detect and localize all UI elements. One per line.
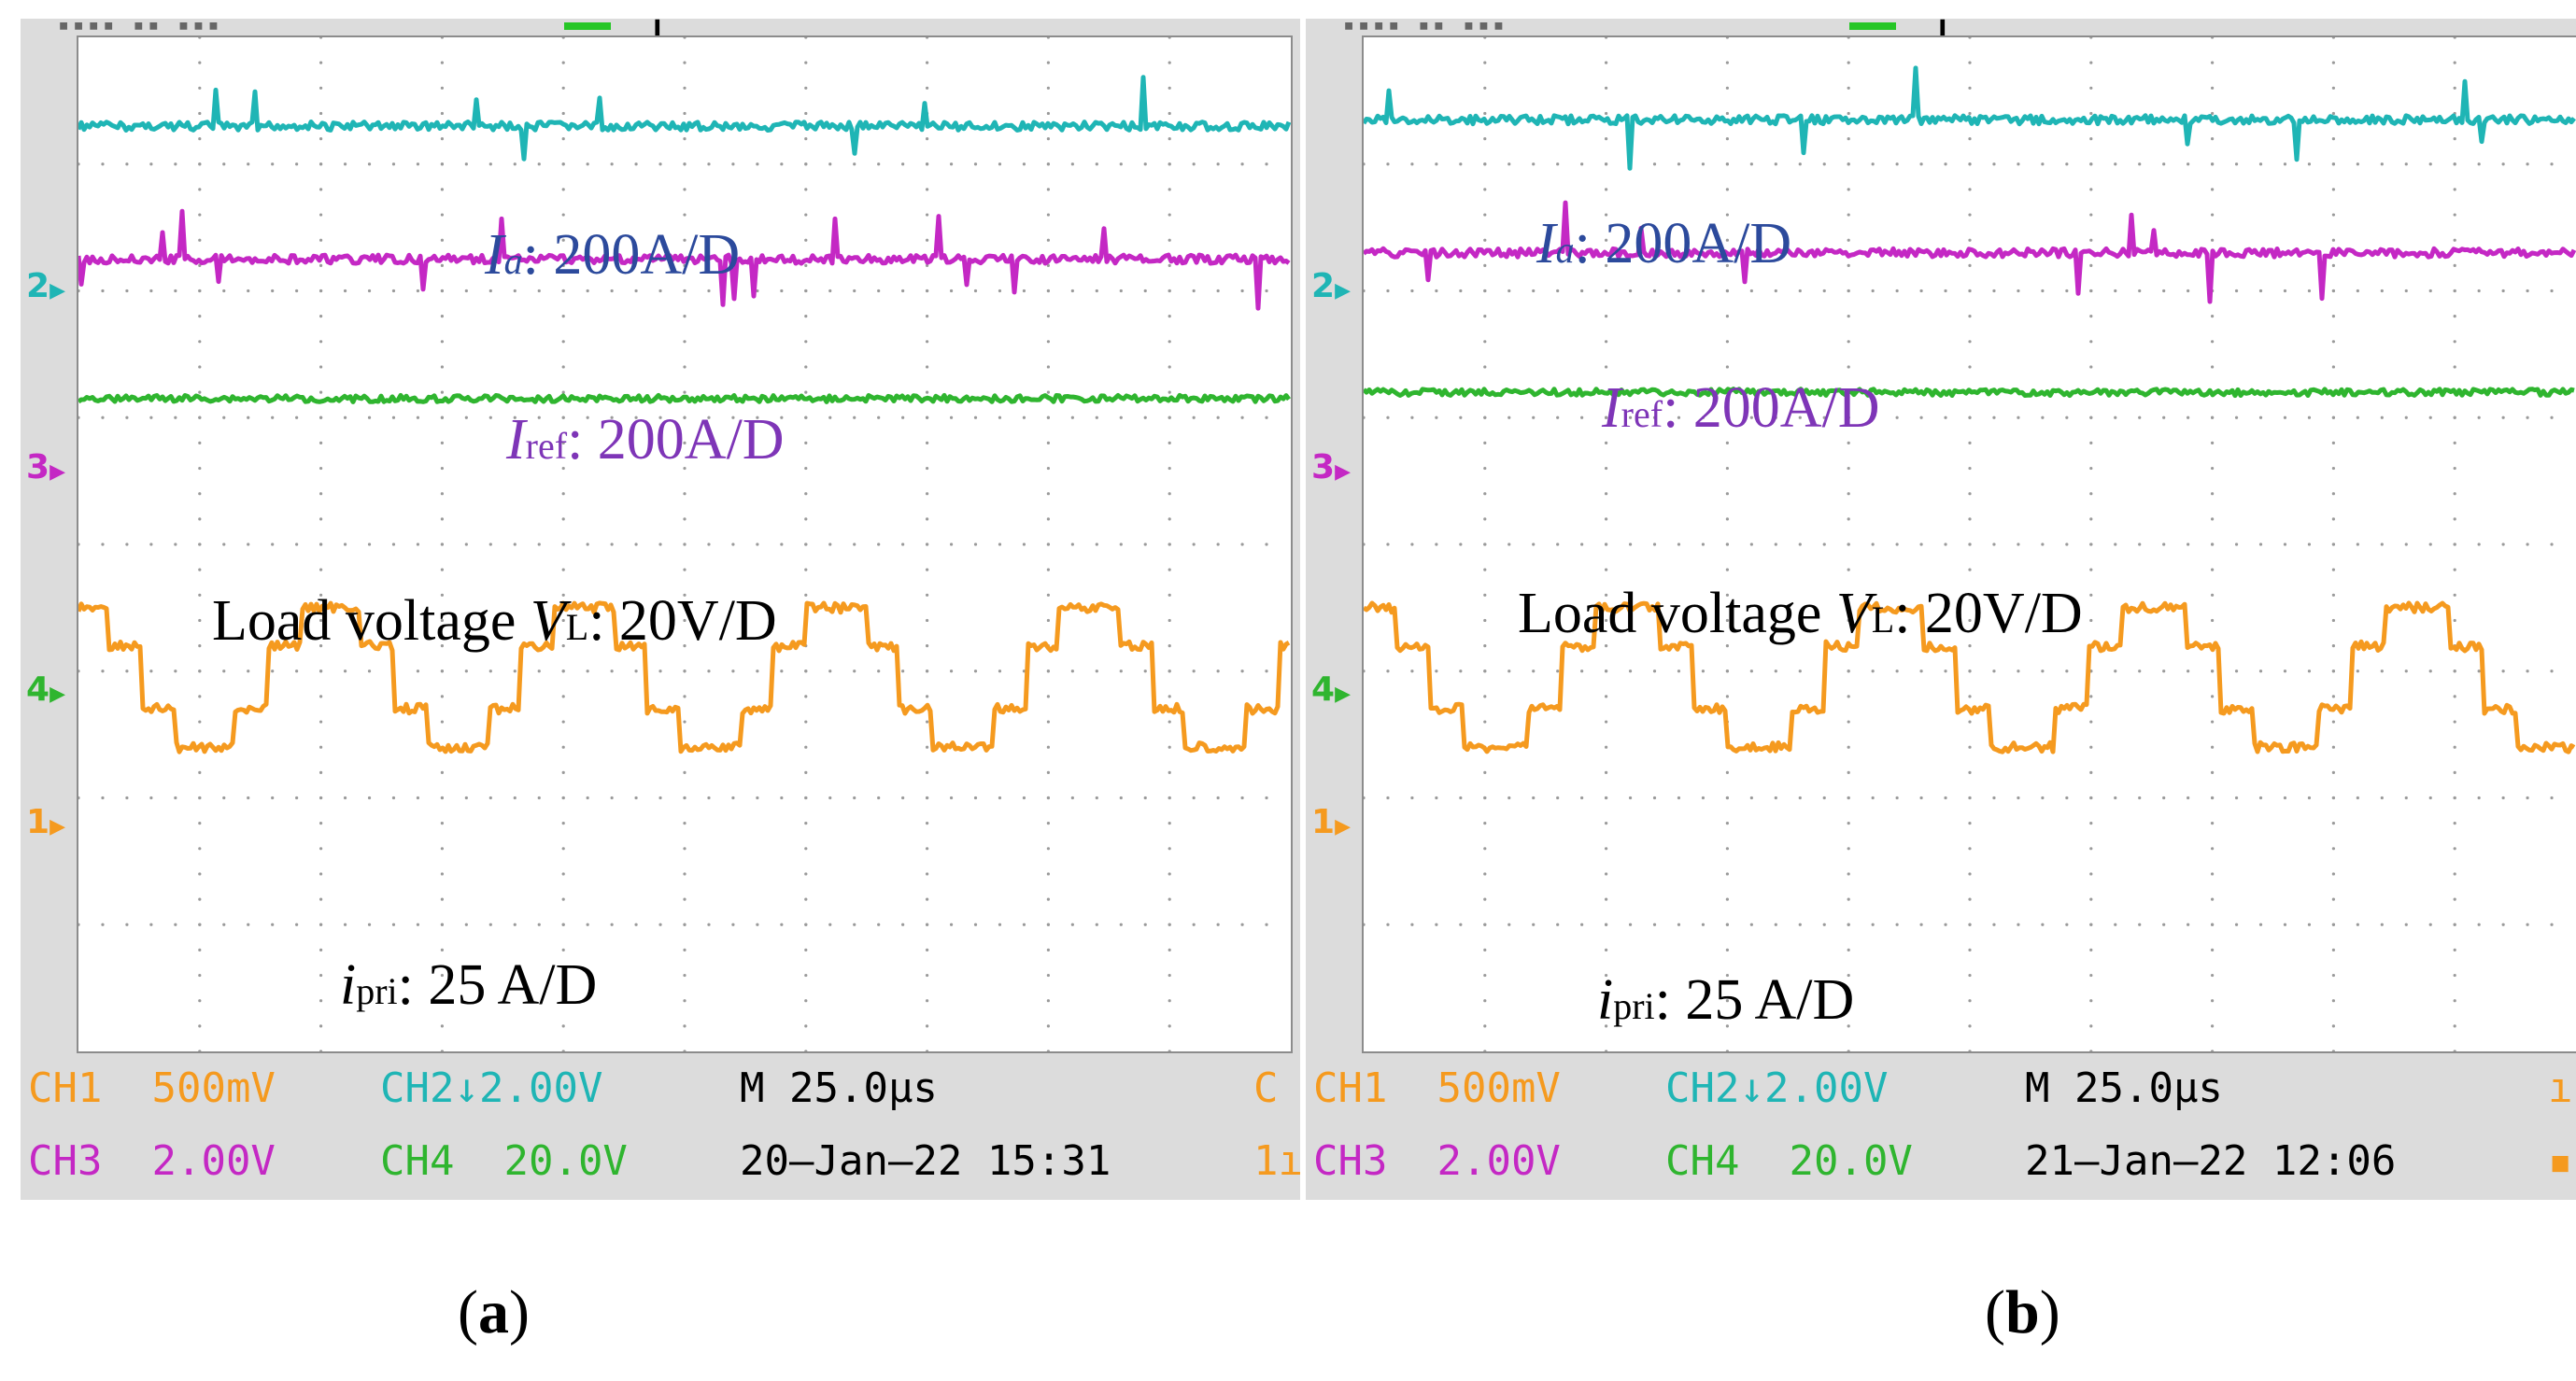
status-ch1: CH1 500mV: [28, 1064, 276, 1112]
top-status-dots: ▪▪▪▪ ▪▪ ▪▪▪: [1343, 13, 1508, 35]
trace-ch1: [78, 600, 1291, 754]
trace-ch4: [1364, 387, 2575, 399]
trace-ch2: [78, 75, 1291, 162]
graticule: [78, 37, 1268, 1051]
ch2-ground-marker: 2▶: [1311, 267, 1351, 305]
label-iref: Iref: 200A/D: [506, 408, 785, 472]
status-date: 20–Jan–22 15:31: [740, 1137, 1111, 1185]
label-iref: Iref: 200A/D: [1602, 376, 1880, 440]
label-ipri: ipri: 25 A/D: [340, 953, 598, 1017]
label-ipri: ipri: 25 A/D: [1597, 968, 1855, 1032]
status-ch2: CH2↓2.00V: [380, 1064, 603, 1112]
label-load-voltage: Load voltage VL: 20V/D: [212, 589, 777, 653]
top-green-indicator: [1849, 22, 1896, 30]
trace-ch1: [1364, 600, 2576, 754]
caption-a: (a): [458, 1278, 530, 1346]
ch4-ground-marker: 4▶: [1311, 670, 1351, 709]
label-ia: Ia: 200A/D: [1536, 212, 1792, 275]
status-ch2: CH2↓2.00V: [1665, 1064, 1889, 1112]
scope-graticule-a: Ia: 200A/D Iref: 200A/D Load voltage VL:…: [77, 35, 1293, 1053]
status-timebase: M 25.0µs: [2025, 1064, 2223, 1112]
status-edge-top: C: [1253, 1064, 1279, 1112]
trace-ch3: [1364, 200, 2576, 304]
scope-panel-b: ▪▪▪▪ ▪▪ ▪▪▪ ↓ 2▶ 3▶ 4▶ 1▶ Ia: 200A/D Ire…: [1306, 13, 2576, 1200]
ch1-ground-marker: 1▶: [1311, 803, 1351, 841]
trace-ch3: [78, 208, 1291, 311]
status-edge-bottom: 1ı: [1253, 1137, 1303, 1185]
top-green-indicator: [564, 22, 611, 30]
status-ch4: CH4 20.0V: [380, 1137, 628, 1185]
trace-ch4: [78, 392, 1291, 404]
top-status-dots: ▪▪▪▪ ▪▪ ▪▪▪: [58, 13, 223, 35]
ch3-ground-marker: 3▶: [1311, 448, 1351, 486]
scope-graticule-b: Ia: 200A/D Iref: 200A/D Load voltage VL:…: [1362, 35, 2576, 1053]
scope-panel-a: ▪▪▪▪ ▪▪ ▪▪▪ ↓ 2▶ 3▶ 4▶ 1▶ Ia: 200A/D Ire…: [21, 13, 1303, 1200]
ch1-ground-marker: 1▶: [26, 803, 65, 841]
trace-ch2: [1364, 65, 2576, 171]
status-ch3: CH3 2.00V: [28, 1137, 276, 1185]
label-load-voltage: Load voltage VL: 20V/D: [1518, 582, 2083, 645]
status-edge-top: ı: [2548, 1064, 2573, 1112]
graticule: [1364, 37, 2554, 1051]
status-ch1: CH1 500mV: [1313, 1064, 1561, 1112]
waveform-plot-b: [1364, 37, 2576, 1051]
status-timebase: M 25.0µs: [740, 1064, 938, 1112]
status-date: 21–Jan–22 12:06: [2025, 1137, 2397, 1185]
caption-b: (b): [1985, 1278, 2060, 1346]
status-ch3: CH3 2.00V: [1313, 1137, 1561, 1185]
ch3-ground-marker: 3▶: [26, 448, 65, 486]
ch2-ground-marker: 2▶: [26, 267, 65, 305]
ch4-ground-marker: 4▶: [26, 670, 65, 709]
status-ch4: CH4 20.0V: [1665, 1137, 1913, 1185]
label-ia: Ia: 200A/D: [485, 223, 741, 287]
status-edge-bottom: ▪: [2548, 1137, 2573, 1185]
waveform-plot-a: [78, 37, 1291, 1051]
